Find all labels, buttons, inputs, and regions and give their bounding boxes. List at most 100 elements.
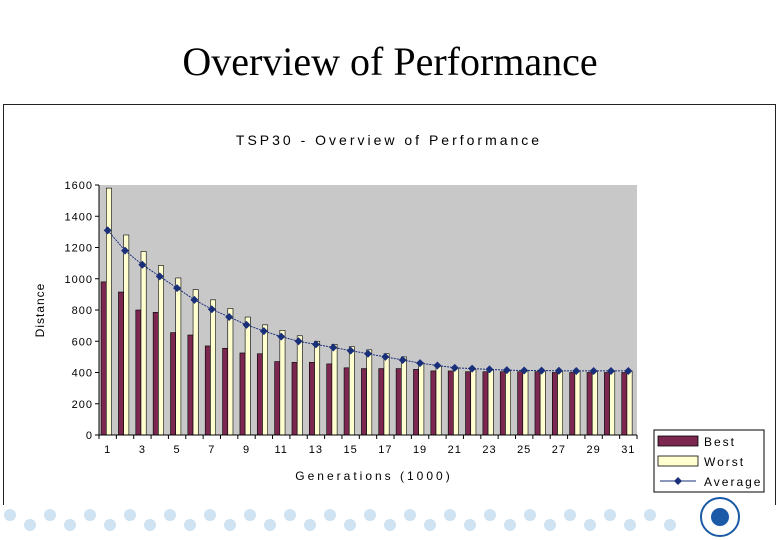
bar-worst — [453, 367, 459, 436]
average-point — [225, 313, 234, 322]
x-tick-label: 23 — [482, 444, 496, 456]
bar-best — [361, 368, 367, 436]
bar-best — [187, 334, 194, 436]
average-point — [138, 260, 147, 269]
average-point — [259, 327, 268, 336]
bar-worst — [262, 324, 268, 436]
x-tick-label: 31 — [621, 444, 635, 456]
bar-best — [430, 370, 437, 436]
y-tick-label: 600 — [72, 336, 93, 348]
average-point — [398, 356, 407, 364]
bar-worst — [244, 316, 251, 436]
average-point — [468, 364, 477, 373]
bar-best — [586, 372, 593, 436]
bar-best — [378, 368, 385, 436]
bar-worst — [557, 370, 564, 436]
bar-best — [135, 309, 142, 436]
y-tick-label: 1000 — [65, 274, 93, 286]
average-point — [520, 366, 529, 375]
slide-title: Overview of Performance — [182, 39, 598, 84]
bar-best — [621, 372, 628, 436]
x-axis-label: Generations (1000) — [295, 469, 452, 483]
legend-marker-average — [674, 477, 682, 485]
decorative-dot — [124, 509, 136, 521]
legend-swatch-worst — [657, 455, 699, 467]
decorative-dot — [64, 519, 76, 531]
bar-worst — [105, 187, 112, 436]
bar-best — [326, 363, 333, 436]
bar-best — [256, 353, 263, 436]
decorative-dot — [544, 519, 556, 531]
x-tick-label: 11 — [275, 444, 288, 456]
bar-worst — [296, 335, 303, 436]
x-tick-label: 5 — [174, 444, 181, 456]
bar-best — [517, 371, 524, 436]
average-point — [346, 346, 355, 355]
x-tick-label: 21 — [448, 444, 462, 456]
bar-worst — [383, 353, 390, 436]
x-tick-label: 7 — [208, 444, 215, 456]
x-tick-label: 15 — [344, 444, 358, 456]
decorative-dot — [604, 509, 616, 521]
bar-worst — [487, 369, 494, 436]
average-point — [190, 295, 199, 304]
average-point — [207, 305, 216, 314]
bar-best — [170, 332, 177, 436]
bar-best — [499, 371, 506, 436]
average-point — [433, 361, 442, 370]
average-point — [277, 332, 286, 341]
average-point — [502, 366, 511, 375]
bar-best — [309, 362, 315, 436]
decorative-dot — [4, 509, 16, 521]
decorative-dot — [304, 519, 316, 531]
y-tick-label: 200 — [72, 399, 93, 411]
bar-best — [152, 312, 159, 436]
average-point — [589, 366, 598, 375]
bar-best — [552, 372, 558, 436]
legend-label-average: Average — [704, 475, 762, 489]
x-tick-label: 1 — [104, 444, 111, 456]
x-tick-label: 29 — [586, 444, 600, 456]
bar-worst — [591, 370, 598, 436]
bar-worst — [314, 340, 321, 436]
y-tick-label: 1600 — [65, 180, 93, 192]
chart-frame: TSP30 - Overview of Performance Distance… — [3, 104, 776, 506]
college-logo — [700, 497, 740, 537]
average-point — [624, 366, 633, 375]
x-tick-label: 3 — [139, 444, 146, 456]
average-point — [155, 272, 164, 281]
average-point — [173, 284, 182, 293]
bar-best — [100, 281, 107, 436]
y-tick-label: 1200 — [65, 243, 93, 255]
average-line-group — [103, 226, 633, 375]
bar-worst — [140, 251, 147, 436]
bar-best — [343, 367, 350, 436]
average-point — [554, 366, 563, 375]
average-point — [416, 359, 425, 368]
decorative-dot — [264, 519, 276, 531]
decorative-dot — [24, 519, 36, 531]
x-tick-label: 9 — [243, 444, 250, 456]
average-point — [381, 352, 390, 361]
y-tick-label: 1400 — [65, 211, 93, 223]
bar-worst — [331, 344, 338, 436]
bar-best — [204, 345, 211, 436]
x-tick-label: 25 — [517, 444, 531, 456]
bar-worst — [348, 346, 355, 436]
bar-worst — [175, 277, 182, 436]
y-tick-label: 800 — [72, 305, 93, 317]
bar-best — [447, 370, 454, 436]
legend-label-worst: Worst — [704, 455, 745, 469]
bar-best — [274, 361, 281, 436]
decorative-dot — [644, 509, 656, 521]
bar-worst — [401, 356, 407, 436]
bar-worst — [227, 308, 234, 436]
decorative-dot — [164, 509, 176, 521]
decorative-dot — [104, 519, 116, 531]
decorative-dot — [464, 519, 476, 531]
bar-worst — [210, 299, 216, 436]
average-point — [311, 340, 320, 349]
decorative-dot — [364, 509, 376, 521]
x-tick-label: 17 — [378, 444, 392, 456]
